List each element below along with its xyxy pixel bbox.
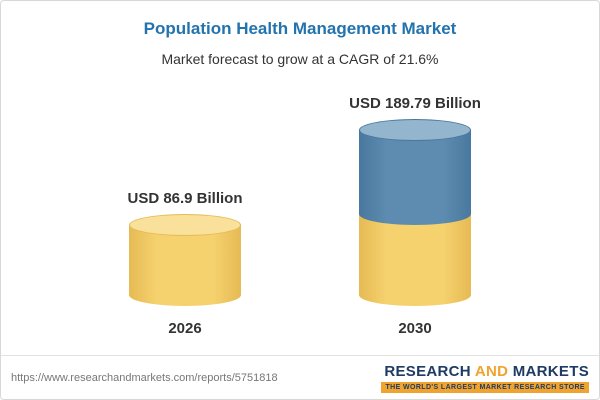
cylinder-2026 [129, 214, 241, 306]
footer: https://www.researchandmarkets.com/repor… [1, 355, 599, 399]
bar-group-2030: USD 189.79 Billion 2030 [335, 95, 495, 337]
chart-area: USD 86.9 Billion 2026 USD 189.79 Billion… [1, 81, 599, 337]
cylinder-top-ellipse [129, 214, 241, 236]
bar-category-label-2030: 2030 [398, 320, 432, 337]
source-url-link[interactable]: https://www.researchandmarkets.com/repor… [11, 371, 278, 384]
cylinder-top-ellipse [359, 119, 471, 141]
logo-wordmark: RESEARCH AND MARKETS [384, 363, 589, 380]
cylinder-segment-growth [359, 130, 471, 225]
bar-value-label-2030: USD 189.79 Billion [349, 95, 481, 112]
bar-value-label-2026: USD 86.9 Billion [127, 190, 243, 207]
bar-group-2026: USD 86.9 Billion 2026 [105, 190, 265, 337]
chart-title: Population Health Management Market [143, 19, 457, 38]
bar-category-label-2026: 2026 [168, 320, 202, 337]
logo-tagline: THE WORLD'S LARGEST MARKET RESEARCH STOR… [381, 381, 589, 393]
logo-text-markets: MARKETS [512, 362, 589, 380]
chart-subtitle: Market forecast to grow at a CAGR of 21.… [161, 51, 439, 67]
chart-header: Population Health Management Market Mark… [1, 1, 599, 67]
cylinder-segment-base [359, 214, 471, 306]
cylinder-2030 [359, 119, 471, 306]
logo-text-and: AND [474, 362, 509, 380]
research-and-markets-logo: RESEARCH AND MARKETS THE WORLD'S LARGEST… [381, 363, 589, 393]
logo-text-research: RESEARCH [384, 362, 471, 380]
cylinder-segment-base [129, 225, 241, 306]
